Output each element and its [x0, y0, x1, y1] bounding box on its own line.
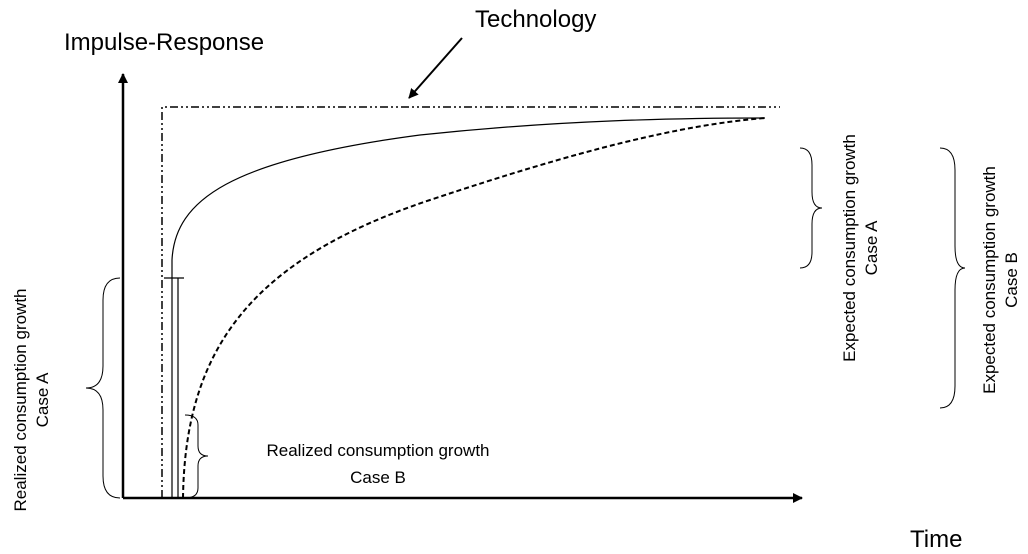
- curve-case-a: [171, 117, 766, 498]
- expected-b-label: Expected consumption growth Case B: [980, 166, 1021, 394]
- annotation-line: Expected consumption growth: [980, 166, 999, 394]
- annotation-line: Case A: [33, 372, 52, 427]
- brace-expected-a: [799, 147, 823, 269]
- y-axis-label: Impulse-Response: [64, 29, 264, 56]
- x-axis-label: Time: [910, 526, 962, 553]
- technology-line: [161, 106, 780, 498]
- technology-arrow: [408, 37, 463, 99]
- annotation-line: Case A: [862, 220, 881, 275]
- technology-label: Technology: [475, 6, 596, 33]
- realized-a-label: Realized consumption growth Case A: [11, 288, 52, 511]
- annotation-line: Case B: [350, 468, 406, 487]
- brace-expected-b: [939, 147, 966, 409]
- brace-realized-a: [85, 277, 121, 499]
- brace-realized-b: [184, 414, 209, 499]
- annotation-line: Realized consumption growth: [11, 288, 30, 511]
- annotation-line: Realized consumption growth: [266, 441, 489, 460]
- expected-a-label: Expected consumption growth Case A: [840, 134, 881, 362]
- annotation-line: Expected consumption growth: [840, 134, 859, 362]
- annotation-line: Case B: [1002, 252, 1021, 308]
